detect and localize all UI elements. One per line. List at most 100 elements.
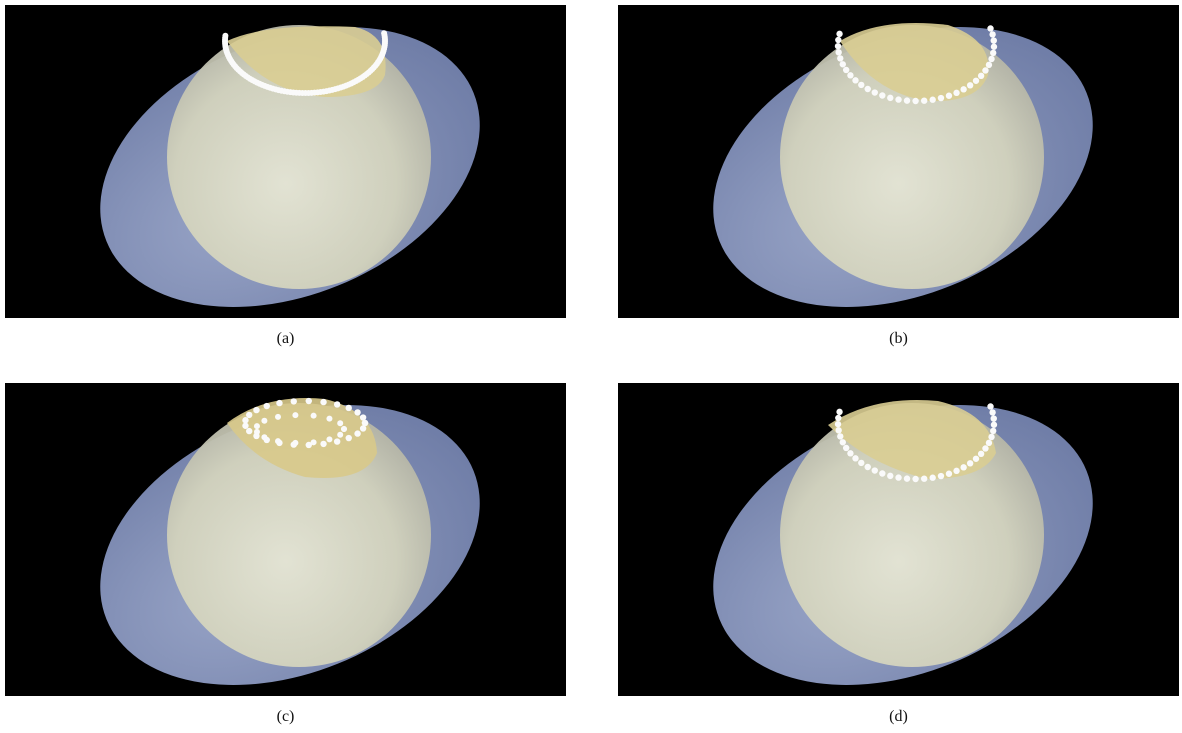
particle	[973, 78, 979, 84]
particle	[253, 407, 259, 413]
particle	[991, 415, 997, 421]
particle	[988, 434, 994, 440]
render-panel	[618, 5, 1179, 318]
particle	[858, 460, 864, 466]
particle	[264, 403, 270, 409]
particle	[326, 436, 332, 442]
particle	[938, 473, 944, 479]
particle	[872, 467, 878, 473]
render-scene	[5, 383, 566, 696]
particle	[292, 440, 298, 446]
particle	[242, 423, 248, 429]
particle	[360, 414, 366, 420]
particle	[837, 433, 843, 439]
particle	[879, 92, 885, 98]
particle	[912, 98, 918, 104]
particle	[840, 439, 846, 445]
render-panel	[618, 383, 1179, 696]
particle	[973, 456, 979, 462]
particle	[921, 475, 927, 481]
particle	[929, 97, 935, 103]
particle	[987, 25, 993, 31]
panel-caption: (c)	[5, 708, 566, 726]
particle	[946, 471, 952, 477]
particle	[341, 426, 347, 432]
particle	[837, 55, 843, 61]
particle	[967, 460, 973, 466]
render-scene	[5, 5, 566, 318]
particle	[311, 413, 317, 419]
particle	[843, 67, 849, 73]
particle	[261, 418, 267, 424]
particle	[852, 77, 858, 83]
particle	[835, 43, 841, 49]
particle	[895, 96, 901, 102]
particle	[835, 421, 841, 427]
particle	[320, 399, 326, 405]
particle	[254, 429, 260, 435]
particle	[836, 31, 842, 37]
render-scene	[618, 383, 1179, 696]
particle	[334, 438, 340, 444]
render-scene	[618, 5, 1179, 318]
particle	[354, 409, 360, 415]
particle	[938, 95, 944, 101]
particle	[326, 416, 332, 422]
render-panel	[5, 383, 566, 696]
particle	[895, 474, 901, 480]
figure-page: (a) (b) (c) (d) (() => { const data = JS…	[0, 0, 1182, 733]
particle	[835, 427, 841, 433]
particle	[843, 445, 849, 451]
particle	[989, 409, 995, 415]
particle	[337, 432, 343, 438]
particle	[912, 476, 918, 482]
particle	[967, 82, 973, 88]
particle	[360, 425, 366, 431]
particle	[246, 428, 252, 434]
particle	[991, 44, 997, 50]
particle	[334, 401, 340, 407]
render-panel	[5, 5, 566, 318]
panel-caption: (b)	[618, 330, 1179, 348]
particle	[337, 420, 343, 426]
particle	[904, 475, 910, 481]
particle	[346, 405, 352, 411]
particle	[991, 422, 997, 428]
particle	[261, 434, 267, 440]
particle	[978, 451, 984, 457]
particle	[990, 428, 996, 434]
particle	[835, 415, 841, 421]
particle	[362, 420, 368, 426]
particle	[989, 31, 995, 37]
particle	[311, 439, 317, 445]
particle	[986, 62, 992, 68]
particle	[990, 50, 996, 56]
particle	[292, 412, 298, 418]
particle	[929, 475, 935, 481]
particle	[865, 86, 871, 92]
particle	[982, 445, 988, 451]
particle	[847, 72, 853, 78]
particle	[835, 37, 841, 43]
particle	[275, 438, 281, 444]
particle	[987, 403, 993, 409]
particle	[946, 93, 952, 99]
particle	[991, 37, 997, 43]
particle	[872, 89, 878, 95]
particle	[346, 435, 352, 441]
particle	[306, 398, 312, 404]
particle	[222, 33, 228, 39]
panel-caption: (d)	[618, 708, 1179, 726]
particle	[921, 97, 927, 103]
particle	[978, 73, 984, 79]
particle	[887, 473, 893, 479]
particle	[847, 450, 853, 456]
particle	[982, 67, 988, 73]
particle	[988, 56, 994, 62]
particle	[953, 90, 959, 96]
particle	[960, 86, 966, 92]
particle	[354, 430, 360, 436]
particle	[887, 95, 893, 101]
particle	[879, 470, 885, 476]
particle	[960, 464, 966, 470]
